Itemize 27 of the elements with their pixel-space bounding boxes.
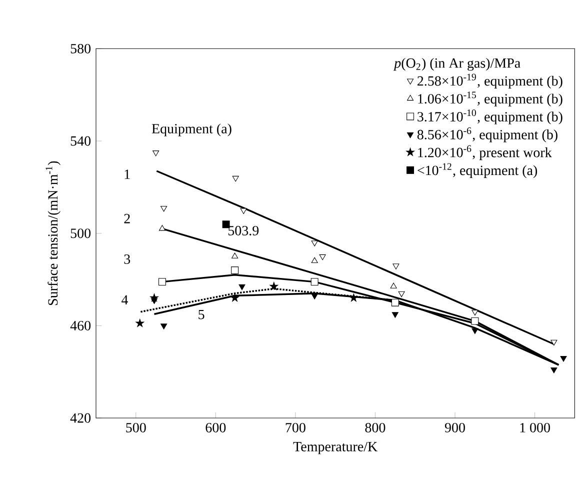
x-axis-title: Temperature/K (293, 442, 378, 454)
x-tick-label: 1 000 (520, 422, 550, 432)
y-axis-title: Surface tension/(mN·m$^{-1}$) (46, 161, 60, 306)
annotation: 4 (121, 295, 128, 304)
legend-label: 2.58×10$^{-19}$, equipment (b) (418, 74, 562, 89)
annotation: 3 (124, 254, 130, 264)
annotation: 2 (124, 214, 130, 224)
x-tick-label: 700 (286, 422, 306, 432)
y-tick-label: 540 (70, 136, 91, 146)
y-tick-label: 500 (70, 228, 91, 238)
data-label: 503.9 (228, 226, 259, 236)
x-tick-label: 600 (206, 422, 226, 432)
x-tick-label: 500 (126, 422, 146, 432)
legend-label: 8.56×10$^{-6}$, equipment (b) (417, 127, 558, 142)
annotation: 5 (198, 310, 204, 320)
legend-label: <10$^{-12}$, equipment (a) (418, 163, 538, 178)
x-tick-label: 800 (365, 422, 386, 432)
legend-title: p(O$_{2}$) (in Ar gas)/MPa (393, 58, 520, 71)
legend-label: 1.20×10$^{-6}$, present work (418, 145, 552, 160)
y-tick-label: 420 (70, 413, 91, 423)
y-tick-label: 580 (70, 44, 91, 54)
annotation: 1 (124, 170, 130, 179)
y-tick-label: 460 (70, 320, 91, 330)
x-tick-label: 900 (444, 422, 465, 432)
legend-label: 1.06×10$^{-15}$, equipment (b) (418, 92, 562, 106)
legend-label: 3.17×10$^{-10}$, equipment (b) (418, 110, 562, 124)
annotation: Equipment (a) (152, 124, 232, 136)
